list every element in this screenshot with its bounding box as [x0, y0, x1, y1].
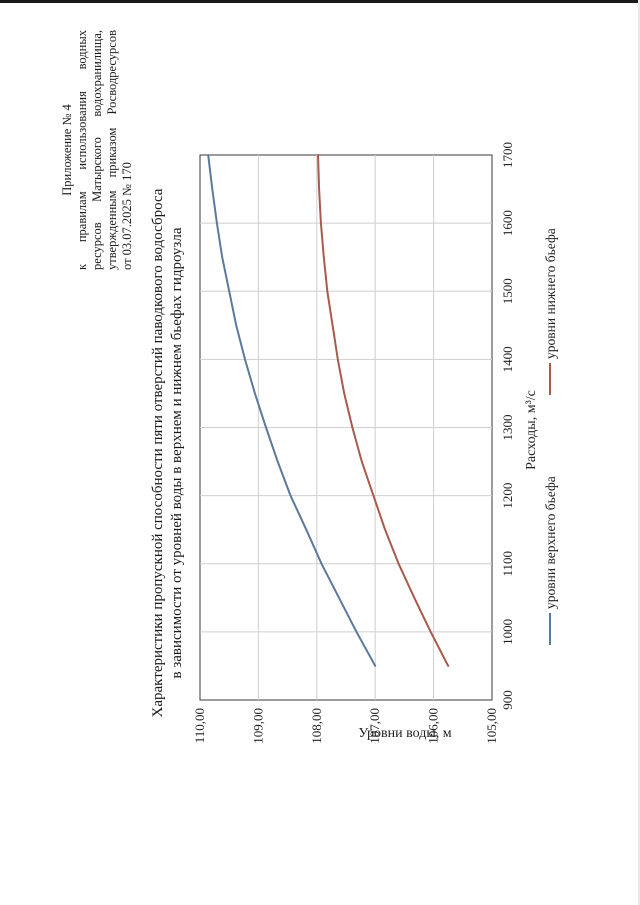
scan-edge: [0, 0, 640, 3]
y-tick-label: 106,00: [426, 708, 441, 744]
x-tick-label: 1300: [500, 415, 515, 441]
grid: [200, 155, 492, 700]
series-lines: [207, 154, 450, 667]
chart-rotated-group: Характеристики пропускной способности пя…: [150, 142, 558, 744]
x-tick-label: 900: [500, 690, 515, 710]
y-tick-label: 108,00: [309, 708, 324, 744]
legend-label-upper: уровни верхнего бьефа: [543, 476, 558, 609]
series-line-upper-bief: [207, 154, 377, 667]
x-tick-label: 1700: [500, 142, 515, 168]
chart-title-line-2: в зависимости от уровней воды в верхнем …: [169, 227, 185, 678]
y-tick-label: 110,00: [192, 708, 207, 743]
x-tick-label: 1600: [500, 210, 515, 236]
y-axis-title: Уровни воды, м: [358, 726, 451, 741]
y-tick-labels: 105,00 106,00 107,00 108,00 109,00 110,00: [192, 708, 499, 744]
chart-title-line-1: Характеристики пропускной способности пя…: [150, 188, 166, 717]
x-tick-label: 1100: [500, 551, 515, 577]
y-tick-label: 105,00: [484, 708, 499, 744]
x-axis-title: Расходы, м³/с: [524, 390, 539, 470]
x-tick-label: 1400: [500, 346, 515, 372]
legend-label-lower: уровни нижнего бьефа: [543, 228, 558, 359]
x-tick-label: 1200: [500, 483, 515, 509]
y-tick-label: 107,00: [367, 708, 382, 744]
scan-edge-right: [638, 0, 640, 905]
x-tick-labels: 900 1000 1100 1200 1300 1400 1500 1600 1700: [500, 142, 515, 710]
x-tick-label: 1000: [500, 619, 515, 645]
y-tick-label: 109,00: [250, 708, 265, 744]
x-tick-label: 1500: [500, 278, 515, 304]
legend: уровни верхнего бьефа уровни нижнего бье…: [543, 228, 558, 645]
series-line-lower-bief: [317, 154, 450, 667]
